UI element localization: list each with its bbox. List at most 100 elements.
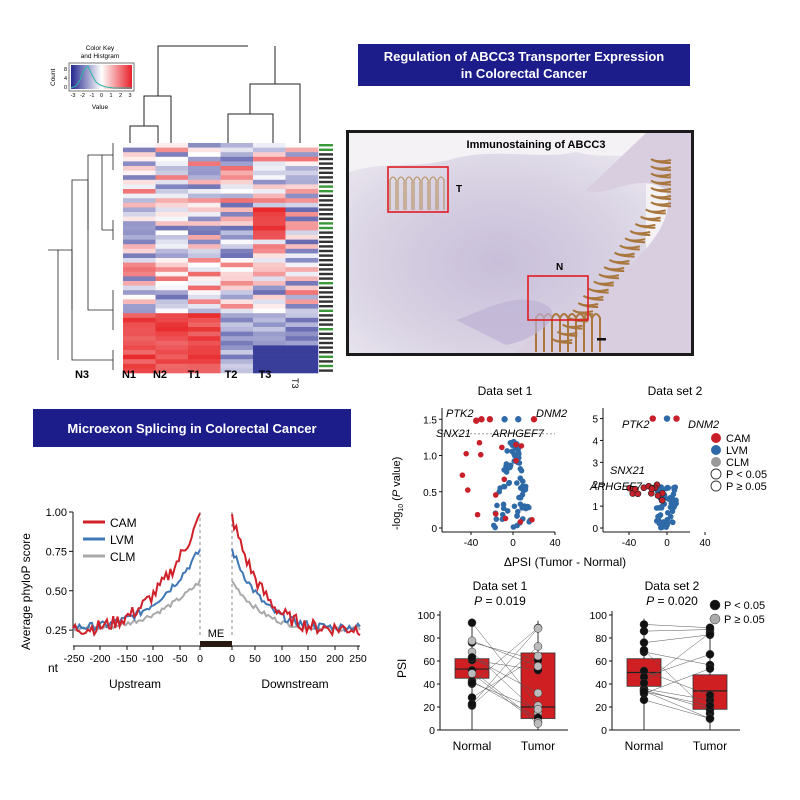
- row-label-mark: [319, 180, 333, 184]
- ds2-sig-point: [654, 492, 662, 499]
- heatmap-cell: [253, 239, 286, 245]
- crypt: [650, 186, 672, 193]
- heatmap-cell: [285, 143, 319, 148]
- row-label-mark: [319, 300, 333, 303]
- paired-point: [705, 630, 715, 640]
- ds2-point: [663, 485, 670, 492]
- paired-point: [533, 719, 543, 728]
- ds1-point: [515, 508, 521, 515]
- heatmap-cell: [285, 340, 319, 346]
- heatmap-cell: [285, 239, 319, 245]
- row-label-mark: [319, 369, 333, 372]
- heatmap-cell: [220, 363, 254, 369]
- heatmap-cell: [123, 207, 156, 213]
- heatmap-cell: [220, 331, 254, 337]
- key-tick: -3: [71, 93, 76, 99]
- paired-line: [643, 624, 711, 628]
- heatmap-cell: [253, 193, 286, 199]
- x-tick-label: -50: [172, 653, 187, 665]
- heatmap-cell: [123, 368, 156, 374]
- heatmap-cell: [285, 359, 319, 365]
- heatmap-cell: [253, 248, 286, 254]
- row-label-mark: [319, 364, 333, 368]
- box-y-tick-label: 100: [589, 610, 607, 622]
- heatmap-cell: [123, 317, 156, 323]
- volcano-xlabel: ΔPSI (Tumor - Normal): [504, 555, 626, 569]
- heatmap-cell: [253, 143, 286, 148]
- heatmap-cell: [155, 327, 189, 332]
- heatmap-cell: [155, 350, 189, 355]
- heatmap-cell: [253, 363, 286, 369]
- volcano-legend-swatch: [710, 468, 722, 480]
- paired-point: [639, 687, 649, 696]
- ds2-sig-point: [648, 485, 656, 493]
- heatmap-cell: [155, 313, 189, 319]
- heatmap-cell: [188, 147, 221, 153]
- ds1-point: [476, 439, 483, 446]
- heatmap-cell: [285, 345, 319, 351]
- paired-point: [467, 678, 477, 688]
- paired-line: [643, 688, 711, 701]
- heatmap-cell: [285, 267, 319, 273]
- volcano-legend-swatch: [711, 445, 721, 455]
- ds2-top-point: [663, 415, 671, 422]
- heatmap-cell: [253, 161, 286, 167]
- paired-line: [471, 659, 539, 671]
- ds2-y-tick-label: 2: [592, 480, 598, 491]
- row-label-mark: [319, 295, 333, 299]
- normal-label: N: [556, 262, 563, 273]
- heatmap-cell: [253, 262, 286, 268]
- heatmap-cell: [285, 147, 319, 153]
- color-key-title-2: and Histgram: [81, 53, 120, 60]
- heatmap-cell: [123, 179, 156, 185]
- crypt: [591, 313, 601, 352]
- key-tick: 2: [119, 93, 122, 99]
- heatmap-cell: [253, 152, 286, 158]
- crypt: [556, 330, 578, 337]
- heatmap-cell: [188, 304, 221, 309]
- heatmap-cell: [155, 304, 189, 309]
- heatmap-cell: [188, 230, 221, 236]
- heatmap-cell: [188, 313, 221, 319]
- heatmap-cell: [253, 327, 286, 332]
- volcano-legend-label: CLM: [726, 457, 749, 469]
- ds1-point: [510, 524, 517, 530]
- heatmap-cell: [253, 175, 286, 181]
- ds2-point: [658, 505, 665, 511]
- row-label-mark: [319, 157, 333, 161]
- heatmap-cell: [188, 336, 221, 342]
- heatmap-cell: [188, 308, 221, 314]
- ds1-point: [494, 502, 500, 509]
- heatmap-cell: [155, 340, 189, 346]
- heatmap-cell: [253, 350, 286, 355]
- heatmap-cell: [253, 359, 286, 365]
- heatmap-cell: [188, 244, 221, 250]
- color-key-title-1: Color Key: [86, 45, 115, 52]
- heatmap-cell: [253, 189, 286, 194]
- ds1-point: [500, 501, 507, 508]
- paired-line: [471, 673, 539, 724]
- value-label: Value: [92, 104, 109, 111]
- volcano-ylabel: -log10 (P value): [391, 457, 405, 530]
- heatmap-cell: [188, 152, 221, 158]
- row-label-mark: [319, 245, 333, 248]
- x-tick-label: 50: [249, 653, 261, 665]
- heatmap-column-label-rotated: T3: [290, 378, 300, 389]
- heatmap-cell: [253, 313, 286, 319]
- ds1-x-tick-label: 40: [549, 538, 561, 549]
- heatmap-cell: [285, 212, 319, 217]
- ds2-y-tick-label: 4: [592, 436, 598, 447]
- heatmap-cell: [188, 285, 221, 291]
- tumor-crypt: [405, 176, 413, 210]
- crypt: [582, 294, 604, 301]
- phylop-panel: Average phyloP score 0.25 0.50 0.75 1.00 -25…: [10, 500, 370, 715]
- ds2-x-tick-label: 0: [664, 538, 670, 549]
- legend-label-lvm: LVM: [110, 533, 134, 547]
- heatmap-cell: [123, 193, 156, 199]
- heatmap-cell: [253, 354, 286, 360]
- heatmap-cell: [253, 179, 286, 185]
- ds2-point: [657, 512, 664, 518]
- x-tick-label: -200: [89, 653, 110, 665]
- crypt: [608, 258, 630, 265]
- volcano-title-1: Data set 1: [478, 384, 533, 398]
